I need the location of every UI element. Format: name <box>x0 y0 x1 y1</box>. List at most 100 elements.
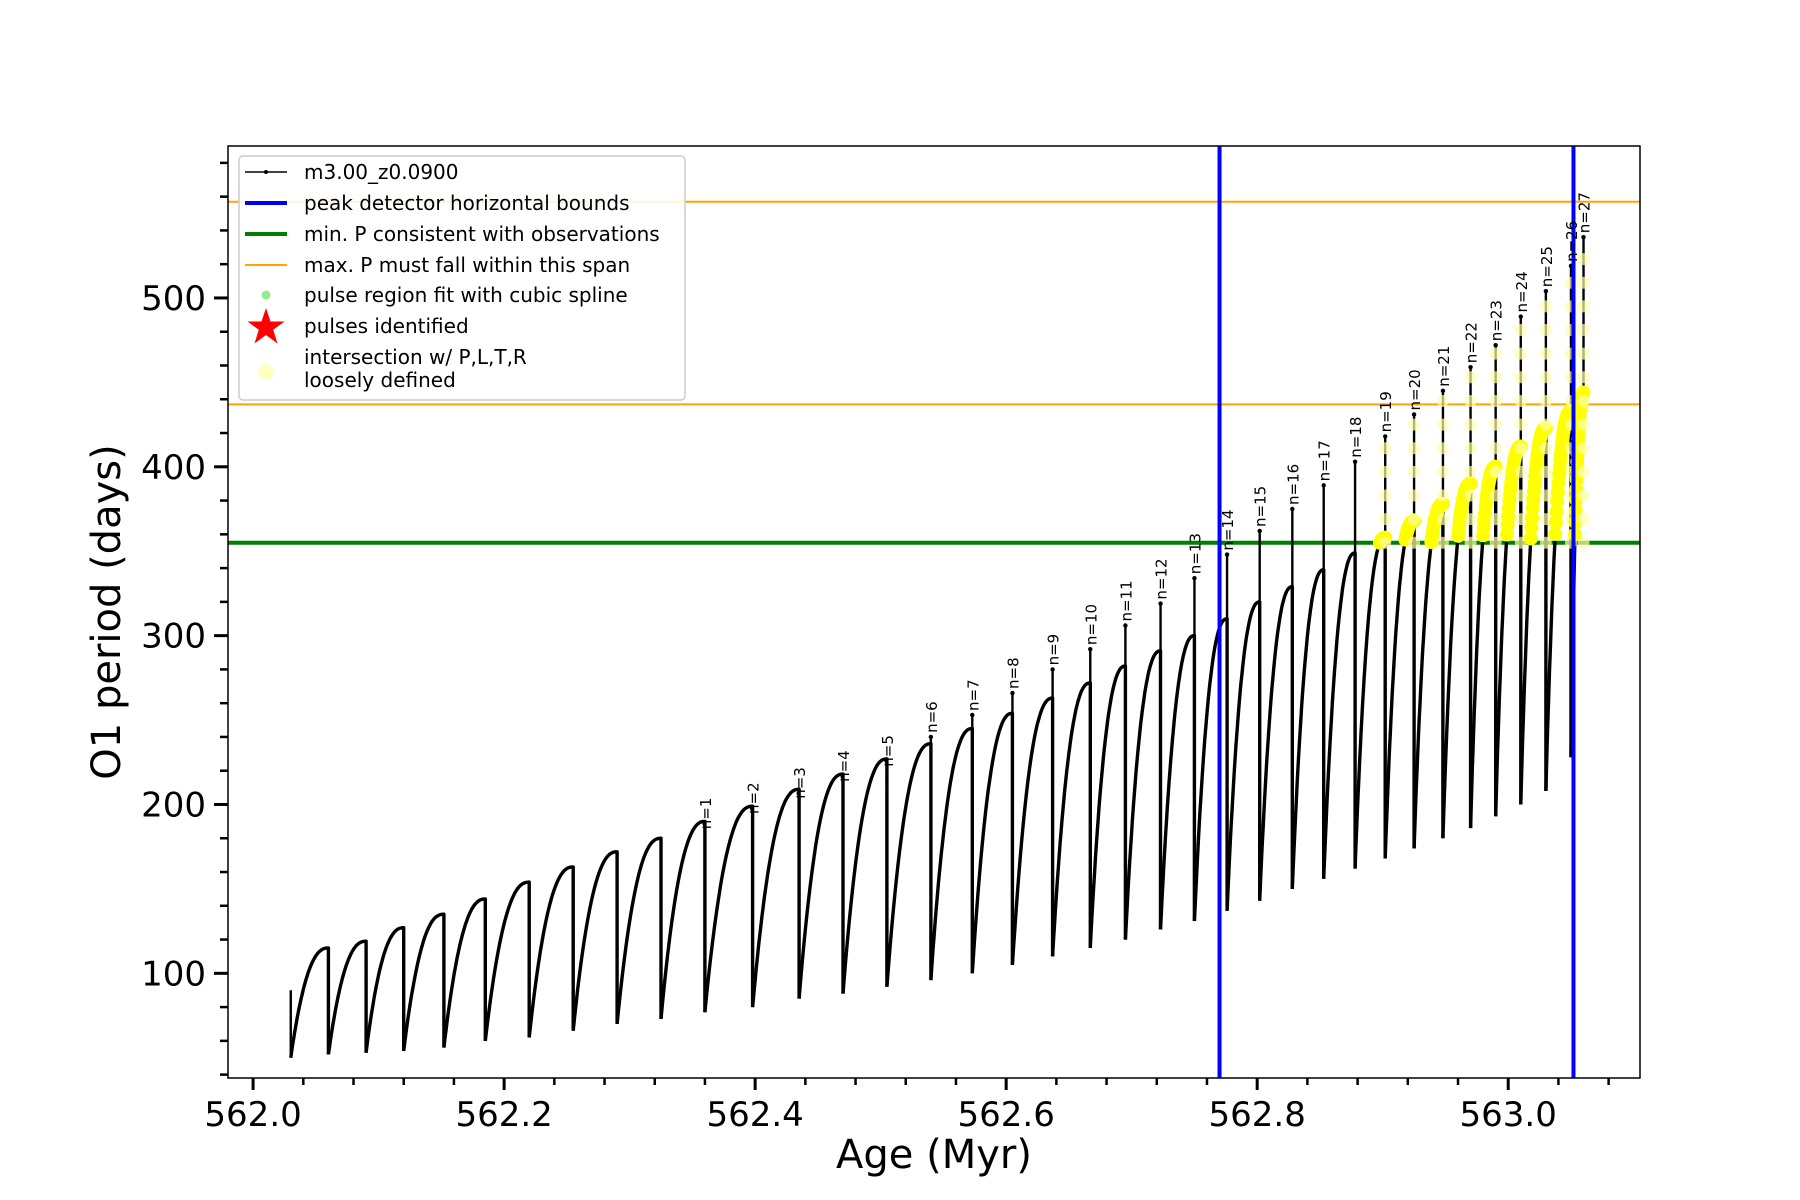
intersection-marker-loose <box>1379 513 1392 526</box>
intersection-marker-loose <box>1577 536 1590 549</box>
intersection-marker-loose <box>1436 489 1449 502</box>
intersection-marker-loose <box>1489 513 1502 526</box>
legend-label-pulses: pulses identified <box>304 314 469 338</box>
intersection-marker-loose <box>1539 394 1552 407</box>
pulse-label: n=20 <box>1406 369 1424 410</box>
y-tick-label: 500 <box>141 279 206 319</box>
pulse-label: n=23 <box>1488 300 1506 341</box>
y-tick-label: 300 <box>141 617 206 657</box>
intersection-marker-loose <box>1539 300 1552 313</box>
pulse-label: n=9 <box>1045 634 1063 666</box>
pulse-cycle-line <box>797 772 845 999</box>
intersection-marker-loose <box>1489 418 1502 431</box>
legend-label-intersection: intersection w/ P,L,T,R <box>304 345 527 369</box>
x-axis-label: Age (Myr) <box>836 1132 1032 1178</box>
intersection-marker-loose <box>1464 394 1477 407</box>
legend-label-series: m3.00_z0.0900 <box>304 160 459 184</box>
pulse-cycle-line <box>1050 681 1092 957</box>
pulse-label: n=1 <box>697 798 715 830</box>
pulse-cycle-line <box>703 804 755 1013</box>
intersection-marker <box>1548 515 1563 530</box>
pulse-cycle-line <box>929 726 974 981</box>
legend-label-peak-bounds: peak detector horizontal bounds <box>304 191 630 215</box>
pulse-peak-point <box>1581 234 1586 240</box>
pulse-cycle-line <box>1088 664 1128 949</box>
intersection-marker-loose <box>1408 536 1421 549</box>
pulse-cycle-line <box>1290 568 1326 889</box>
intersection-marker-loose <box>1489 465 1502 478</box>
x-tick-label: 562.4 <box>706 1095 803 1135</box>
intersection-marker-loose <box>1514 465 1527 478</box>
pulse-peak-point <box>1518 314 1523 319</box>
intersection-marker-loose <box>1436 442 1449 455</box>
intersection-markers <box>1451 371 1478 549</box>
legend: m3.00_z0.0900 peak detector horizontal b… <box>238 155 686 401</box>
pulse-cycle-line <box>970 711 1015 974</box>
pulse-cycle-line <box>289 946 331 1058</box>
pulse-label: n=26 <box>1563 221 1581 262</box>
intersection-marker <box>1463 476 1478 491</box>
intersection-marker-loose <box>1577 253 1590 266</box>
intersection-markers <box>1523 300 1553 549</box>
intersection-marker-loose <box>1539 371 1552 384</box>
pulse-label: n=8 <box>1004 657 1022 689</box>
intersection-marker-loose <box>1577 394 1590 407</box>
pulse-label: n=13 <box>1186 533 1204 574</box>
y-tick-label: 400 <box>141 448 206 488</box>
intersection-marker <box>1435 496 1450 511</box>
legend-entry-intersection: intersection w/ P,L,T,R loosely defined <box>258 345 527 392</box>
intersection-marker-loose <box>1489 371 1502 384</box>
intersection-marker-loose <box>1577 371 1590 384</box>
pulse-cycle-line <box>483 880 531 1042</box>
intersection-marker-loose <box>1514 394 1527 407</box>
intersection-marker <box>1524 520 1539 535</box>
pulse-label: n=18 <box>1347 417 1365 458</box>
legend-label-max-period: max. P must fall within this span <box>304 253 630 277</box>
legend-label-min-period: min. P consistent with observations <box>304 222 660 246</box>
pulse-cycle-line <box>442 897 487 1048</box>
legend-entry-peak-bounds: peak detector horizontal bounds <box>245 191 630 215</box>
pulse-peak-point <box>1321 483 1326 488</box>
intersection-marker-loose <box>1436 465 1449 478</box>
pulse-label: n=10 <box>1082 604 1100 645</box>
intersection-marker-loose <box>1464 442 1477 455</box>
intersection-marker-loose <box>1436 418 1449 431</box>
pulse-label: n=7 <box>964 679 982 711</box>
x-tick-label: 563.0 <box>1460 1095 1557 1135</box>
pulse-peak-point <box>1257 528 1262 534</box>
y-axis: 100 200 300 400 500 <box>141 161 228 1076</box>
pulse-label: n=4 <box>835 750 853 782</box>
intersection-marker-loose <box>1514 347 1527 360</box>
pulse-label: n=3 <box>791 767 809 799</box>
intersection-marker-loose <box>1514 536 1527 549</box>
legend-label-intersection-2: loosely defined <box>304 368 456 392</box>
pulse-peak-point <box>1493 343 1498 348</box>
pulse-peak-point <box>1468 364 1473 370</box>
pulse-peak-point <box>1411 412 1417 417</box>
intersection-marker-loose <box>1464 418 1477 431</box>
legend-entry-spline: pulse region fit with cubic spline <box>261 283 628 307</box>
plot-frame <box>227 145 1641 1079</box>
intersection-markers <box>1398 418 1422 549</box>
pulse-label: n=22 <box>1463 322 1481 363</box>
intersection-marker-loose <box>1514 442 1527 455</box>
pulse-label: n=12 <box>1153 558 1171 599</box>
pulse-peak-point <box>1050 667 1055 672</box>
intersection-marker-loose <box>1408 513 1421 526</box>
pulse-cycle-line <box>1322 551 1357 879</box>
pulse-cycle-line <box>527 865 575 1038</box>
x-tick-label: 562.6 <box>957 1095 1054 1135</box>
pulse-cycle-line <box>364 926 406 1053</box>
intersection-marker-loose <box>1539 513 1552 526</box>
pulse-peak-point <box>1352 459 1358 464</box>
pulse-cycle-line <box>750 787 801 1008</box>
intersection-marker-loose <box>1464 489 1477 502</box>
intersection-marker-loose <box>1577 347 1590 360</box>
intersection-marker <box>1548 527 1563 542</box>
intersection-marker-loose <box>1539 347 1552 360</box>
intersection-marker-loose <box>1539 324 1552 337</box>
x-tick-label: 562.0 <box>204 1095 301 1135</box>
intersection-marker <box>1523 531 1538 546</box>
intersection-marker-loose <box>1379 442 1392 455</box>
pulse-peak-point <box>1192 576 1197 581</box>
